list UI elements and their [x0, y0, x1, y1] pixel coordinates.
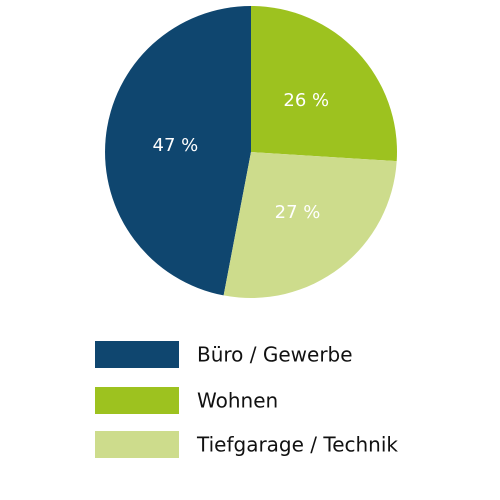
pie-slice-label-buero-gewerbe: 47 % [153, 135, 199, 156]
chart-legend: Büro / Gewerbe Wohnen Tiefgarage / Technik [95, 341, 398, 458]
legend-label-buero-gewerbe: Büro / Gewerbe [197, 343, 353, 367]
pie-slices [105, 6, 397, 298]
pie-slice-wohnen [251, 6, 397, 162]
legend-label-tiefgarage-technik: Tiefgarage / Technik [196, 433, 398, 457]
legend-swatch-tiefgarage-technik [95, 431, 179, 458]
pie-slice-label-wohnen: 26 % [283, 90, 329, 111]
pie-slice-label-tiefgarage-technik: 27 % [275, 202, 321, 223]
legend-label-wohnen: Wohnen [197, 389, 278, 413]
legend-swatch-wohnen [95, 387, 179, 414]
pie-slice-tiefgarage-technik [223, 152, 397, 298]
pie-slice-labels: 47 % 26 % 27 % [153, 90, 330, 223]
pie-slice-buero-gewerbe [105, 6, 252, 296]
legend-swatch-buero-gewerbe [95, 341, 179, 368]
